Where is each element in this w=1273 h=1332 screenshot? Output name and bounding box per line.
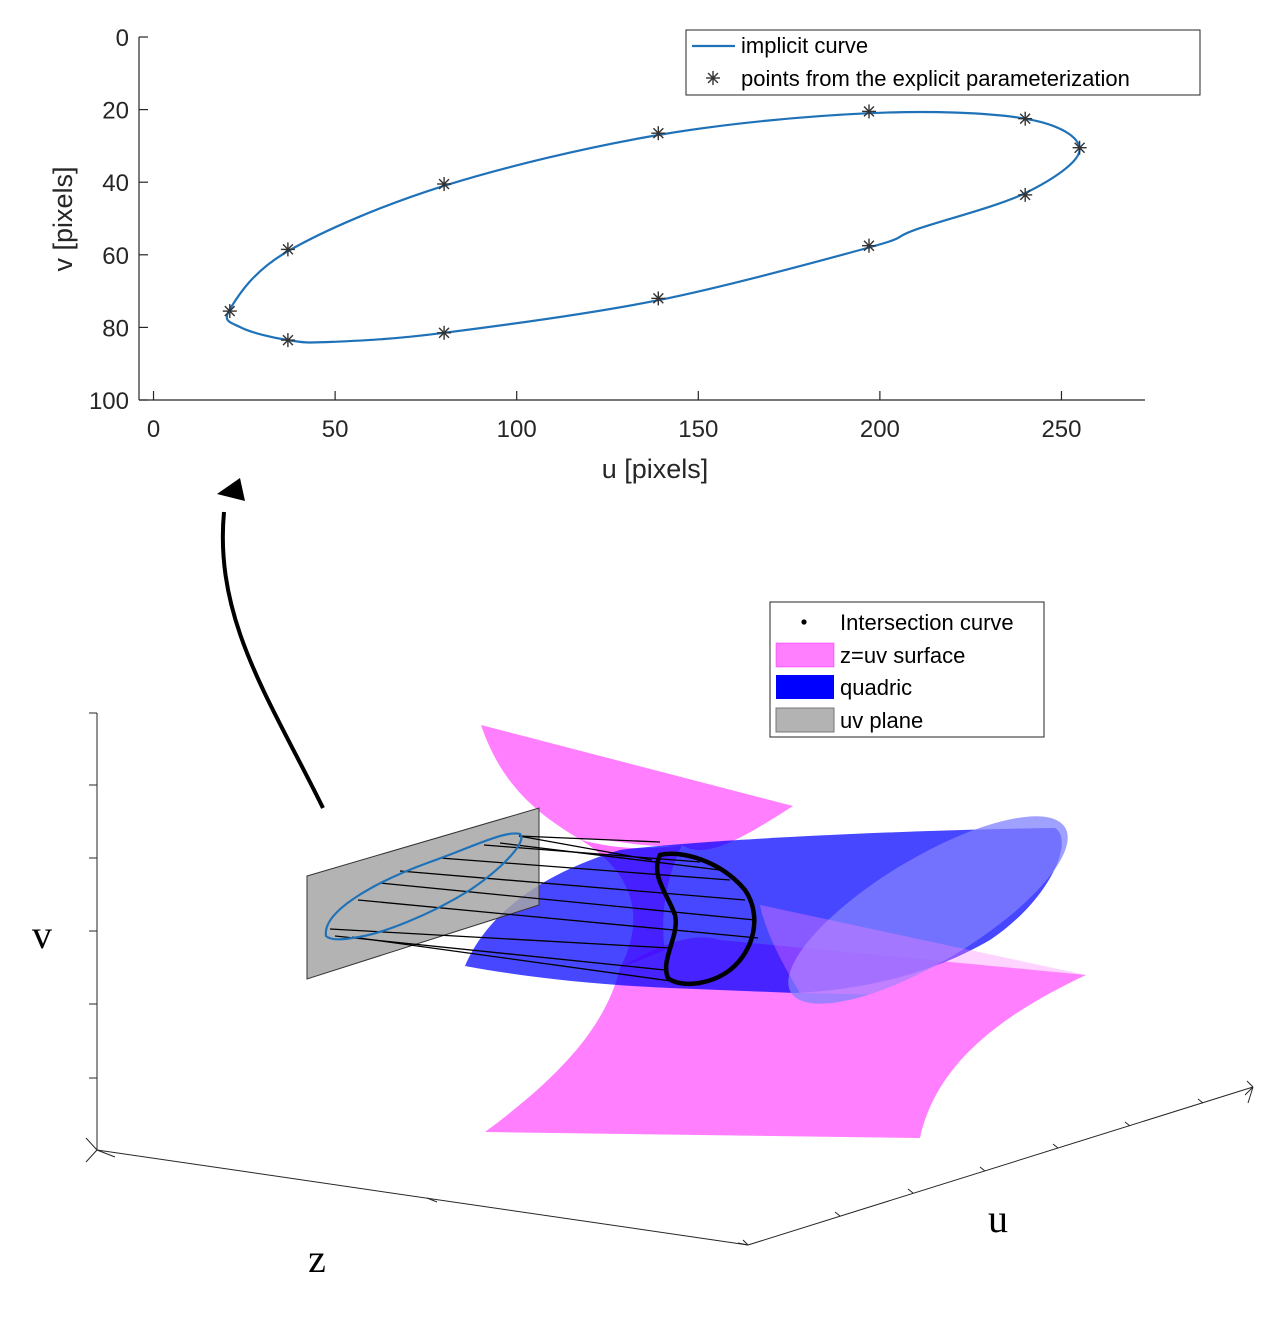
legend-3d: Intersection curve z=uv surface quadric …	[769, 601, 1045, 738]
legend-entry-surface: z=uv surface	[840, 643, 965, 668]
intersection-dot-icon	[801, 619, 807, 625]
legend-entry-plane: uv plane	[840, 708, 923, 733]
y-axis-label: v [pixels]	[48, 166, 78, 271]
x-tick-label: 0	[147, 416, 160, 443]
plot-2d-axes	[138, 37, 1145, 401]
y-tick-label: 0	[116, 25, 129, 52]
quadric-open-end	[788, 816, 1068, 1004]
projection-line	[379, 882, 756, 921]
y-tick-label: 60	[102, 243, 129, 270]
projection-line	[329, 928, 671, 949]
x-tick-label: 250	[1041, 416, 1081, 443]
surface-lower-sheet	[485, 937, 1086, 1138]
data-point	[280, 242, 295, 257]
data-point	[222, 304, 237, 319]
legend-2d-box	[685, 29, 1201, 96]
data-point	[280, 333, 295, 348]
implicit-curve-line	[225, 110, 1081, 344]
projected-curve	[324, 832, 523, 941]
x-tick-label: 200	[860, 416, 900, 443]
projection-line	[518, 835, 661, 843]
legend-entry-implicit-curve: implicit curve	[741, 33, 868, 58]
data-point	[1072, 140, 1087, 155]
y-tick-label: 100	[89, 388, 129, 415]
plot-3d-axes	[85, 712, 1254, 1246]
surface-overlay	[760, 905, 1086, 995]
v-axis-ticks	[89, 712, 97, 1079]
plane-swatch-icon	[775, 707, 835, 733]
u-axis-label: u	[988, 1196, 1008, 1241]
data-point	[1018, 187, 1033, 202]
y-ticks: 0 20 40 60 80 100	[89, 25, 148, 415]
projection-line	[357, 899, 759, 939]
arrow-shaft	[220, 511, 325, 809]
projection-lines	[329, 835, 759, 986]
data-point	[862, 104, 876, 119]
z-axis-ticks	[426, 1197, 749, 1246]
legend-asterisk-marker	[706, 71, 720, 85]
x-tick-label: 50	[322, 416, 349, 443]
surface-upper-sheet	[481, 725, 793, 851]
y-tick-label: 80	[102, 315, 129, 342]
projection-line	[439, 857, 731, 881]
intersection-curve	[654, 851, 757, 986]
data-point	[862, 238, 876, 253]
origin-corner-ticks	[85, 1137, 116, 1163]
legend-entry-intersection: Intersection curve	[840, 610, 1014, 635]
legend-2d: implicit curve points from the explicit …	[685, 29, 1201, 96]
data-point	[437, 325, 452, 340]
x-tick-label: 100	[497, 416, 537, 443]
data-point	[651, 291, 666, 306]
data-point	[437, 177, 452, 191]
plot-3d: v z u	[32, 601, 1254, 1281]
z-axis-line	[96, 1149, 749, 1246]
y-tick-label: 20	[102, 98, 129, 125]
surface-swatch-icon	[775, 642, 835, 668]
v-axis-label: v	[32, 912, 52, 957]
x-axis-label: u [pixels]	[602, 454, 709, 484]
projection-line	[351, 936, 701, 986]
legend-entry-quadric: quadric	[840, 675, 912, 700]
connector-arrow	[217, 478, 325, 809]
u-axis-line	[747, 1086, 1254, 1246]
legend-entry-explicit-points: points from the explicit parameterizatio…	[741, 66, 1130, 91]
arrow-head-icon	[217, 478, 245, 501]
asterisk-icon	[706, 71, 720, 85]
y-tick-label: 40	[102, 170, 129, 197]
data-point	[1018, 111, 1033, 126]
projection-line	[483, 844, 701, 863]
projection-line	[399, 870, 746, 901]
x-ticks: 0 50 100 150 200 250	[147, 391, 1081, 443]
projection-line	[499, 842, 721, 871]
z-axis-label: z	[308, 1236, 326, 1281]
u-axis-ticks	[742, 1080, 1254, 1246]
explicit-points	[222, 104, 1087, 348]
x-tick-label: 150	[678, 416, 718, 443]
quadric-swatch-icon	[776, 675, 834, 699]
data-point	[651, 126, 666, 141]
